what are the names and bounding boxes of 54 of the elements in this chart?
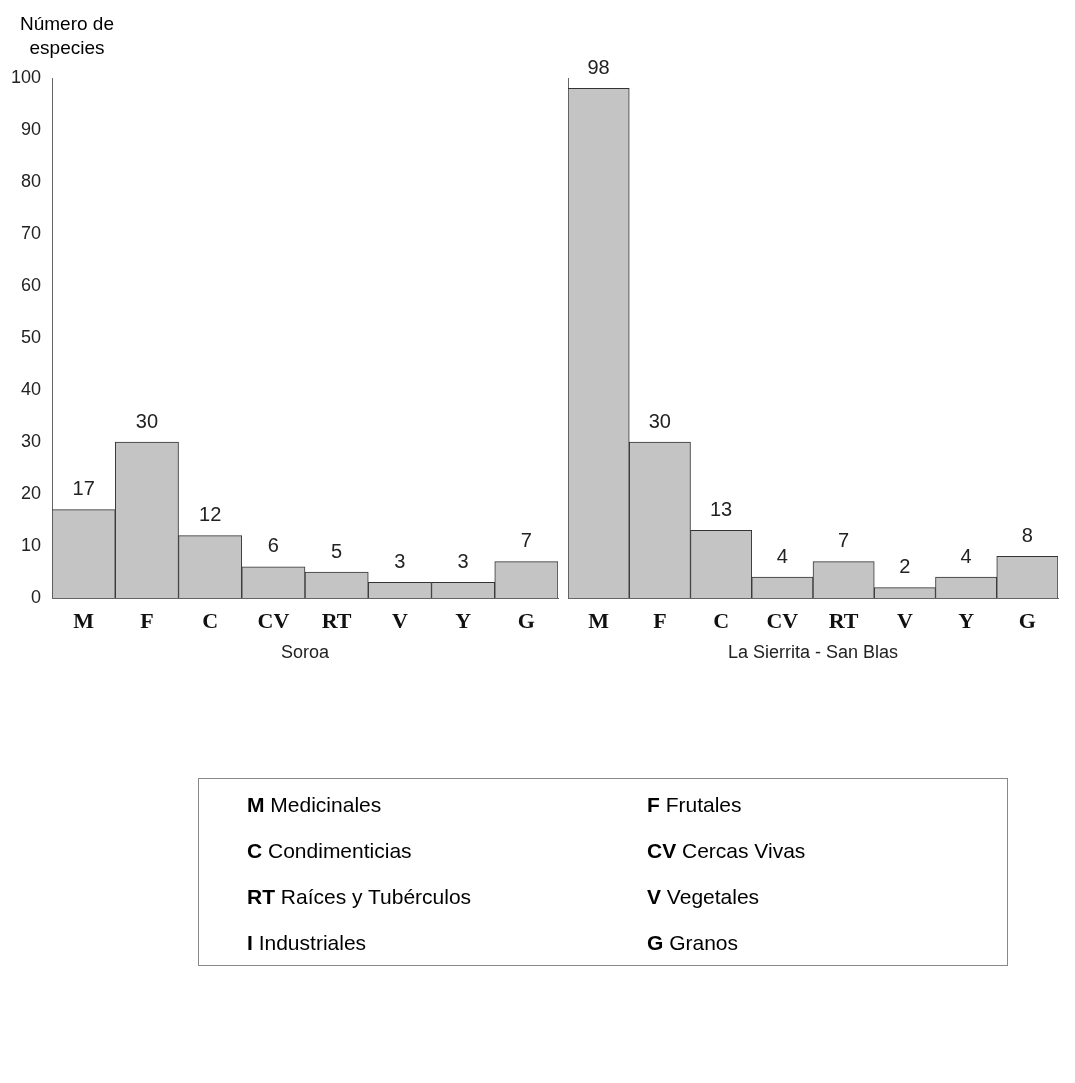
x-tick-label: V: [391, 607, 408, 633]
x-tick-label: F: [140, 607, 154, 633]
x-tick-label: C: [713, 607, 730, 633]
data-label: 7: [838, 529, 850, 552]
text: I Industriales: [247, 931, 368, 955]
x-tick-label: Y: [455, 607, 472, 633]
data-label: 4: [776, 544, 788, 567]
text: M Medicinales: [247, 793, 383, 817]
x-tick-label: G: [517, 607, 535, 633]
data-label: 98: [587, 55, 610, 78]
data-label: 12: [199, 503, 222, 526]
data-label: 8: [1021, 523, 1033, 546]
x-axis-title: Soroa: [280, 642, 331, 663]
text: RT Raíces y Tubérculos: [247, 885, 473, 909]
x-tick-label: CV: [766, 607, 799, 633]
data-label: 7: [520, 529, 532, 552]
y-tick-label: 70: [21, 222, 42, 243]
text: C Condimenticias: [247, 839, 413, 863]
y-tick-label: 40: [21, 378, 42, 399]
x-tick-label: V: [896, 607, 913, 633]
data-label: 30: [648, 409, 671, 432]
y-tick-label: 0: [31, 586, 42, 607]
x-tick-label: M: [588, 607, 610, 633]
data-label: 2: [899, 555, 911, 578]
y-tick-label: 30: [21, 430, 42, 451]
x-tick-label: CV: [257, 607, 290, 633]
x-tick-label: G: [1018, 607, 1036, 633]
y-tick-label: 10: [21, 534, 42, 555]
data-label: 17: [72, 477, 95, 500]
y-tick-label: 60: [21, 274, 42, 295]
y-axis-title: Número de especies: [19, 12, 115, 60]
text: CV Cercas Vivas: [647, 839, 807, 863]
y-tick-label: 80: [21, 170, 42, 191]
x-tick-label: RT: [321, 607, 352, 633]
x-tick-label: M: [73, 607, 95, 633]
y-tick-label: 20: [21, 482, 42, 503]
y-tick-label: 50: [21, 326, 42, 347]
text: F Frutales: [647, 793, 743, 817]
data-label: 6: [267, 534, 279, 557]
x-tick-label: F: [653, 607, 667, 633]
data-label: 5: [331, 539, 343, 562]
data-label: 4: [960, 544, 972, 567]
y-tick-label: 100: [10, 66, 42, 87]
data-label: 3: [394, 549, 406, 572]
x-tick-label: C: [202, 607, 219, 633]
data-label: 3: [457, 549, 469, 572]
x-tick-label: RT: [828, 607, 859, 633]
text: V Vegetales: [647, 885, 761, 909]
x-tick-label: Y: [958, 607, 975, 633]
x-axis-title: La Sierrita - San Blas: [727, 642, 899, 663]
data-label: 13: [710, 497, 733, 520]
text: G Granos: [647, 931, 740, 955]
y-tick-label: 90: [21, 118, 42, 139]
data-label: 30: [135, 409, 159, 432]
